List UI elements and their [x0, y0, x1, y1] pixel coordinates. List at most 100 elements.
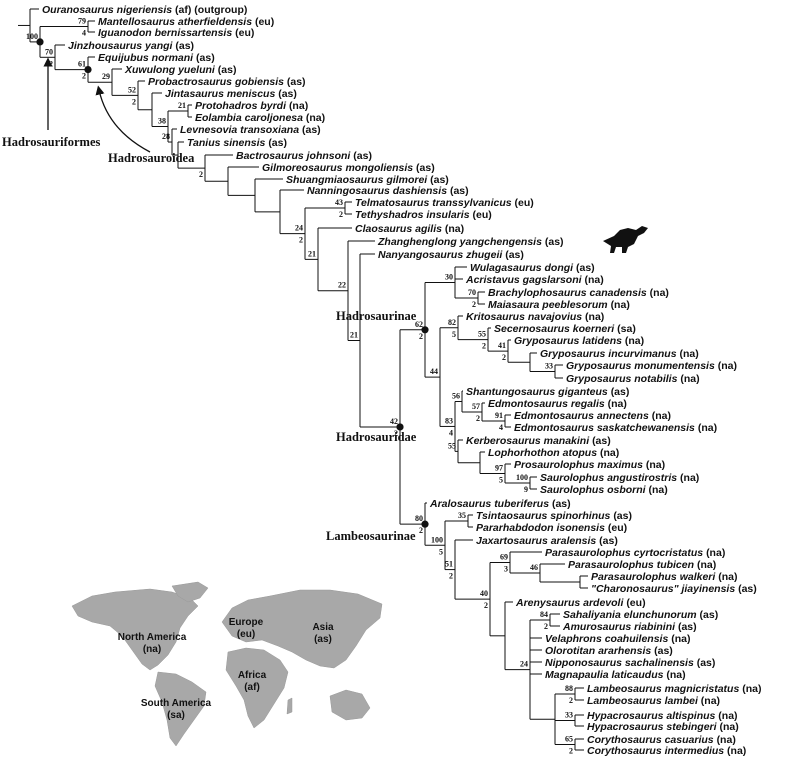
clade-label: Hadrosauridae	[336, 430, 417, 444]
taxon-region: (na)	[608, 398, 627, 410]
support-value: 84	[540, 610, 548, 619]
taxon-name: Ouranosaurus nigeriensis	[42, 4, 172, 16]
support-value: 44	[430, 367, 438, 376]
taxon-name: Gryposaurus monumentensis	[566, 360, 715, 372]
taxon-name: Corythosaurus intermedius	[587, 745, 724, 757]
taxon-region: (na)	[718, 571, 737, 583]
taxon-label: Edmontosaurus regalis (na)	[488, 398, 627, 410]
bremer-value: 4	[82, 29, 86, 38]
taxon-name: Probactrosaurus gobiensis	[148, 76, 284, 88]
bremer-value: 2	[132, 97, 136, 106]
taxon-region: (na)	[671, 633, 690, 645]
bremer-value: 5	[499, 476, 503, 485]
taxon-name: Jinzhousaurus yangi	[68, 40, 174, 52]
map-region-code: (af)	[244, 682, 260, 693]
taxon-region: (na)	[600, 447, 619, 459]
bremer-value: 3	[504, 565, 508, 574]
taxon-name: Parasaurolophus tubicen	[568, 559, 694, 571]
madagascar-shape	[286, 697, 293, 715]
taxon-region: (na)	[649, 484, 668, 496]
taxon-region: (na)	[680, 472, 699, 484]
taxon-name: Parasaurolophus cyrtocristatus	[545, 547, 703, 559]
taxon-label: Corythosaurus intermedius (na)	[587, 745, 746, 757]
taxon-label: Tsintaosaurus spinorhinus (as)	[476, 510, 632, 522]
taxon-label: Tethyshadros insularis (eu)	[355, 209, 492, 221]
dinosaur-silhouette	[603, 226, 648, 253]
taxon-label: Probactrosaurus gobiensis (as)	[148, 76, 306, 88]
support-value: 97	[495, 464, 503, 473]
taxon-label: Corythosaurus casuarius (na)	[587, 734, 736, 746]
taxon-region: (as)	[218, 64, 237, 76]
taxon-name: Velaphrons coahuilensis	[545, 633, 668, 645]
taxon-label: Equijubus normani (as)	[98, 52, 215, 64]
node-dot	[396, 423, 404, 431]
taxon-label: Sahaliyania elunchunorum (as)	[563, 609, 718, 621]
taxon-region: (as)	[196, 52, 215, 64]
support-value: 62	[415, 320, 423, 329]
taxon-name: Telmatosaurus transsylvanicus	[355, 197, 512, 209]
taxon-name: Maiasaura peeblesorum	[488, 299, 608, 311]
taxon-label: Levnesovia transoxiana (as)	[180, 124, 321, 136]
taxon-region: (as)	[302, 124, 321, 136]
map-region-name: Europe	[229, 617, 264, 628]
taxon-name: Gilmoreosaurus mongoliensis	[262, 162, 413, 174]
support-value: 57	[472, 402, 480, 411]
taxon-region: (as)	[450, 185, 469, 197]
taxon-name: Jaxartosaurus aralensis	[476, 535, 596, 547]
taxon-name: Iguanodon bernissartensis	[98, 27, 232, 39]
taxon-label: Nanyangosaurus zhugeii (as)	[378, 249, 524, 261]
taxon-region: (as)	[654, 645, 673, 657]
taxon-region: (as)	[576, 262, 595, 274]
support-value: 100	[431, 535, 443, 544]
support-value: 43	[335, 198, 343, 207]
bremer-value: 2	[419, 332, 423, 341]
support-value: 21	[350, 330, 358, 339]
taxon-region: (as)	[430, 174, 449, 186]
taxon-label: Lophorhothon atopus (na)	[488, 447, 619, 459]
taxon-label: Wulagasaurus dongi (as)	[470, 262, 595, 274]
taxon-name: Lambeosaurus magnicristatus	[587, 683, 739, 695]
taxon-name: Shantungosaurus giganteus	[466, 386, 608, 398]
taxon-label: Kerberosaurus manakini (as)	[466, 435, 611, 447]
support-value: 41	[498, 341, 506, 350]
eurasia-shape	[221, 589, 383, 669]
taxon-region: (na)	[718, 710, 737, 722]
taxon-label: Lambeosaurus lambei (na)	[587, 695, 720, 707]
taxon-region: (na)	[742, 683, 761, 695]
map-region-code: (sa)	[167, 710, 185, 721]
taxon-name: Claosaurus agilis	[355, 223, 442, 235]
taxon-label: Edmontosaurus saskatchewanensis (na)	[514, 422, 717, 434]
taxon-region: (as)	[700, 609, 719, 621]
support-value: 38	[158, 117, 166, 126]
taxon-name: Equijubus normani	[98, 52, 194, 64]
support-value: 61	[78, 60, 86, 69]
taxon-label: Saurolophus osborni (na)	[540, 484, 668, 496]
taxon-region: (na)	[625, 335, 644, 347]
taxon-region: (eu)	[626, 597, 645, 609]
taxon-region: (as)	[268, 137, 287, 149]
taxon-region: (na)	[698, 422, 717, 434]
taxon-label: Mantellosaurus atherfieldensis (eu)	[98, 16, 274, 28]
taxon-label: Eolambia caroljonesa (na)	[195, 112, 325, 124]
support-value: 80	[415, 514, 423, 523]
taxon-region: (as)	[611, 386, 630, 398]
support-value: 51	[445, 560, 453, 569]
support-value: 100	[516, 473, 528, 482]
taxon-label: Iguanodon bernissartensis (eu)	[98, 27, 254, 39]
taxon-label: Jaxartosaurus aralensis (as)	[476, 535, 618, 547]
taxon-name: Protohadros byrdi	[195, 100, 287, 112]
map-region-name: Asia	[312, 622, 334, 633]
taxon-region: (na)	[727, 745, 746, 757]
taxon-name: Tanius sinensis	[187, 137, 266, 149]
taxon-label: Velaphrons coahuilensis (na)	[545, 633, 691, 645]
taxon-name: Levnesovia transoxiana	[180, 124, 299, 136]
world-map	[71, 581, 383, 747]
node-dot	[36, 38, 44, 46]
taxon-label: Brachylophosaurus canadensis (na)	[488, 287, 669, 299]
taxon-name: Hypacrosaurus altispinus	[587, 710, 716, 722]
taxon-name: Jintasaurus meniscus	[165, 88, 275, 100]
taxon-region: (as)	[545, 236, 564, 248]
taxon-label: Jinzhousaurus yangi (as)	[68, 40, 194, 52]
node-dot	[421, 520, 429, 528]
